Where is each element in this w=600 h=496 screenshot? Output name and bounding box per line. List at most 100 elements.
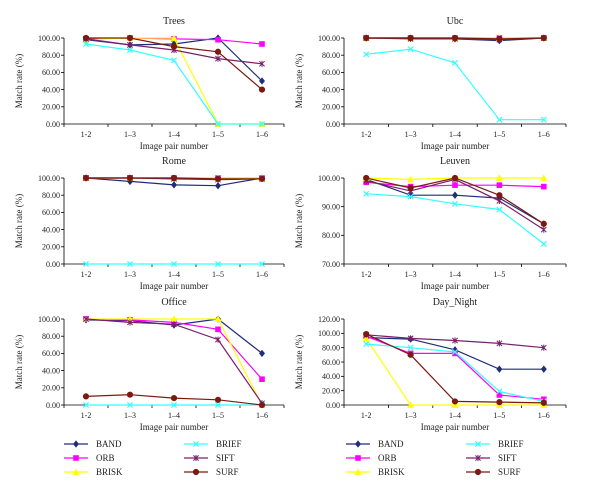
y-tick-label: 100.00	[38, 315, 60, 324]
data-point	[82, 260, 90, 268]
x-axis-label: Image pair number	[140, 141, 208, 151]
data-point	[258, 86, 266, 93]
y-tick-label: 0.00	[46, 120, 60, 129]
y-tick-label: 100.00	[38, 34, 60, 43]
data-point	[171, 181, 177, 189]
legend-marker	[192, 468, 200, 476]
x-tick-label: 1–3	[405, 270, 417, 279]
legend-marker	[73, 440, 79, 448]
legend-marker	[193, 454, 199, 462]
data-point	[451, 348, 459, 355]
y-tick-label: 20.00	[322, 103, 340, 112]
chart-title: Trees	[163, 16, 185, 27]
y-tick-label: 100.00	[318, 329, 340, 338]
x-tick-label: 1–4	[449, 411, 461, 420]
data-point	[407, 193, 414, 200]
chart-rome: Rome 0.00 20.00 40.00 60.00 80.00 100.00 1-2 1–3…	[14, 156, 285, 291]
data-point	[495, 174, 503, 181]
x-axis-label: Image pair number	[140, 422, 208, 432]
y-axis-label: Match rate (%)	[294, 54, 304, 108]
chart-title: Day_Night	[433, 297, 478, 308]
data-point	[82, 174, 90, 182]
legend-label-band: BAND	[378, 439, 404, 449]
x-tick-label: 1-2	[81, 411, 92, 420]
data-point	[540, 365, 547, 373]
data-point	[170, 395, 178, 402]
chart-office: Office 0.00 20.00 40.00 60.00 80.00 100.00 1-2 1…	[14, 297, 285, 432]
data-point	[170, 43, 178, 50]
legend-marker	[73, 455, 79, 461]
data-point	[215, 326, 221, 333]
chart-title: Office	[161, 297, 187, 308]
data-point	[215, 55, 221, 62]
y-tick-label: 20.00	[42, 384, 60, 393]
chart-leuven: Leuven 70.00 80.00 90.00 100.00 1-2 1–3 1–4 1–5 1…	[294, 156, 567, 291]
data-point	[126, 47, 134, 54]
legend-label-band: BAND	[96, 439, 122, 449]
data-point	[258, 175, 266, 182]
x-tick-label: 1–3	[124, 411, 136, 420]
legend-marker	[192, 440, 200, 448]
data-point	[126, 174, 134, 182]
data-point	[214, 396, 222, 403]
series-surf	[363, 174, 547, 227]
data-point	[82, 40, 90, 48]
data-point	[407, 351, 414, 358]
data-point	[496, 392, 503, 398]
y-tick-label: 60.00	[42, 349, 60, 358]
legend: BAND BRIEF ORB SIFT BRISK SURF	[346, 439, 524, 477]
series-surf	[82, 391, 266, 409]
legend-label-brisk: BRISK	[96, 467, 123, 477]
data-point	[83, 315, 89, 323]
series-line	[366, 193, 545, 245]
data-point	[214, 315, 222, 322]
x-tick-label: 1–6	[538, 130, 550, 139]
series-line	[366, 48, 544, 121]
x-tick-label: 1–6	[256, 130, 268, 139]
y-tick-label: 60.00	[42, 68, 60, 77]
legend-label-orb: ORB	[96, 453, 115, 463]
x-tick-label: 1–6	[538, 270, 550, 279]
series-surf	[363, 330, 547, 406]
y-tick-label: 100.00	[318, 174, 340, 183]
x-tick-label: 1-2	[81, 270, 92, 279]
data-point	[362, 334, 370, 342]
data-point	[170, 401, 178, 409]
y-axis-label: Match rate (%)	[14, 194, 24, 248]
series-brief	[363, 341, 547, 405]
x-tick-label: 1–4	[168, 130, 180, 139]
legend-label-brisk: BRISK	[378, 467, 405, 477]
series-line	[365, 333, 544, 404]
data-point	[215, 336, 221, 343]
data-point	[407, 34, 414, 42]
series-brief	[82, 260, 266, 268]
data-point	[259, 60, 265, 67]
series-brief	[363, 46, 547, 123]
data-point	[496, 340, 503, 347]
y-tick-label: 0.00	[46, 401, 60, 410]
data-point	[451, 401, 459, 408]
x-tick-label: 1–5	[212, 411, 224, 420]
data-point	[126, 34, 134, 42]
x-tick-label: 1–6	[538, 411, 550, 420]
series-brief	[363, 190, 547, 247]
data-point	[259, 41, 265, 47]
y-tick-label: 80.00	[42, 332, 60, 341]
data-point	[407, 184, 414, 192]
data-point	[170, 57, 178, 64]
x-tick-label: 1–5	[212, 270, 224, 279]
chart-trees: Trees 0.00 20.00 40.00 60.00 80.00 100.00 1-2 1–…	[14, 16, 285, 151]
x-axis-label: Image pair number	[421, 281, 489, 291]
x-tick-label: 1–6	[256, 270, 268, 279]
data-point	[540, 174, 548, 181]
x-tick-label: 1–3	[124, 130, 136, 139]
data-point	[170, 174, 178, 182]
data-point	[496, 182, 503, 188]
legend-marker	[355, 440, 361, 448]
chart-ubc: Ubc 0.00 20.00 40.00 60.00 80.00 100.00 1-2 1–3 1…	[294, 16, 567, 151]
x-tick-label: 1–4	[449, 130, 461, 139]
series-surf	[82, 34, 266, 93]
data-point	[258, 120, 266, 128]
legend-marker	[72, 468, 80, 475]
